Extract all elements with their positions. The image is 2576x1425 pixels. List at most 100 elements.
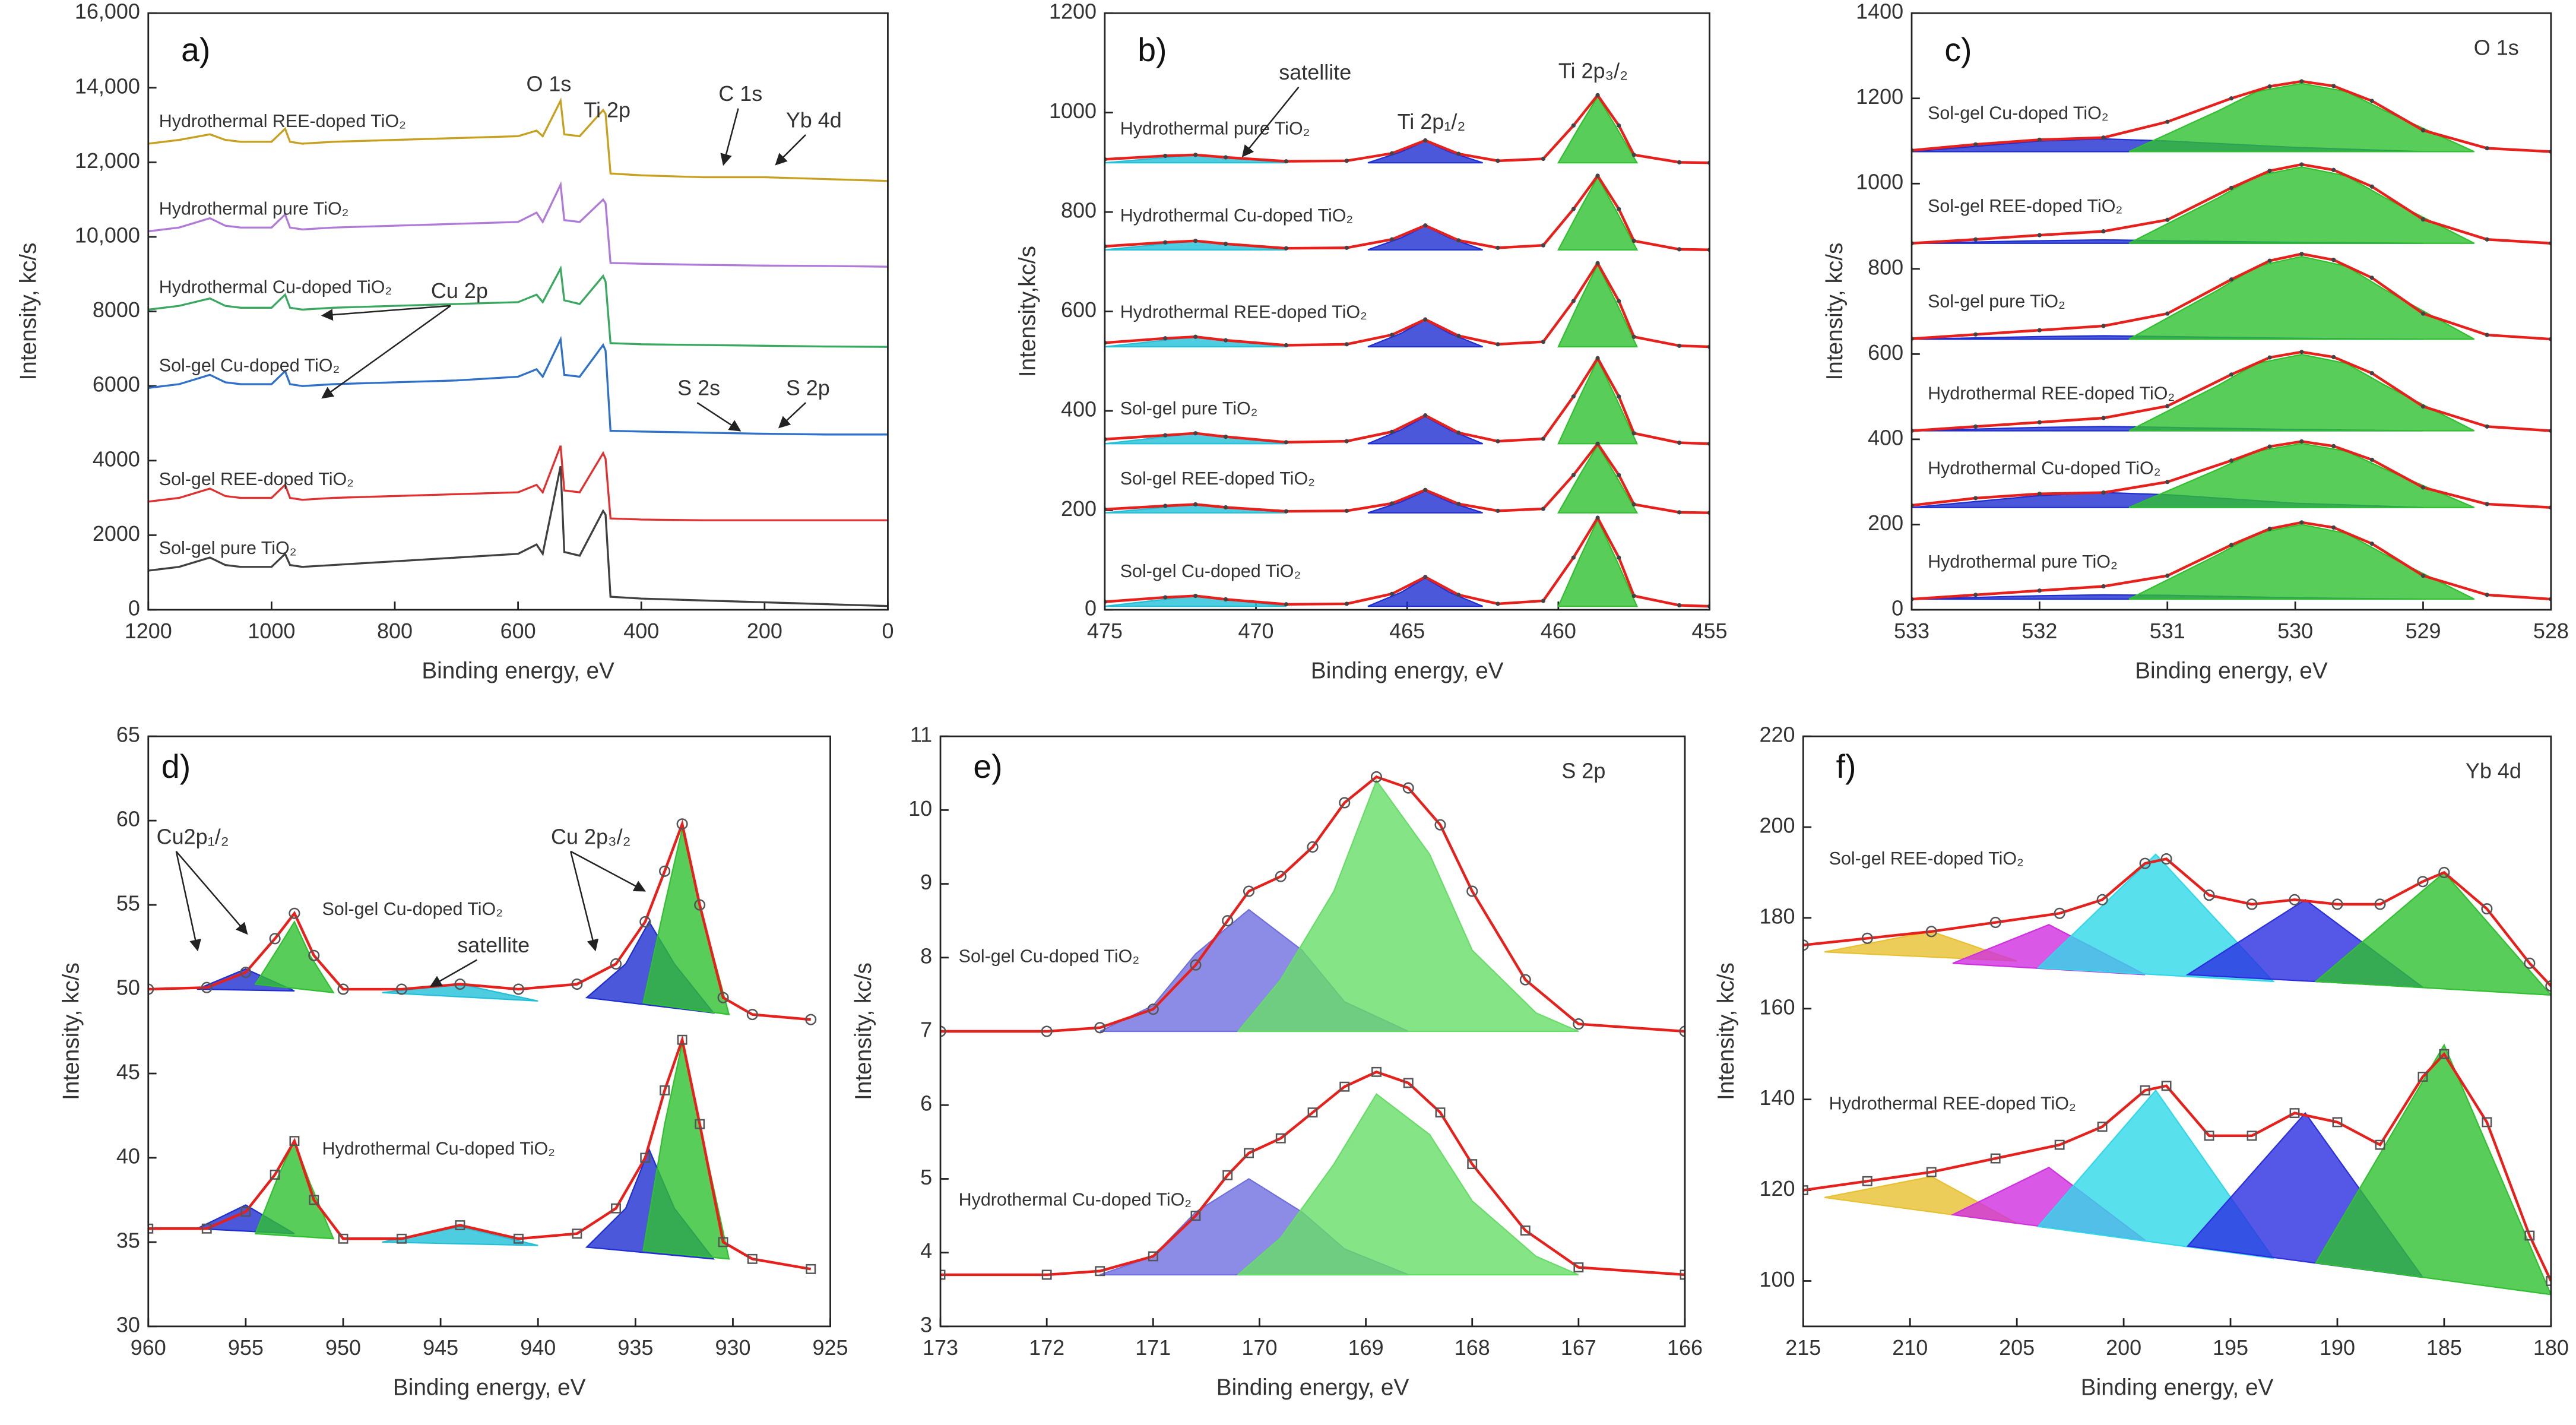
annotation: Cu 2p — [431, 278, 488, 303]
data-point — [1467, 1159, 1478, 1170]
data-point — [2246, 898, 2258, 910]
x-axis-title: Binding energy, eV — [422, 658, 614, 683]
y-tick-label: 1400 — [1856, 0, 1903, 24]
data-point — [677, 1034, 687, 1045]
y-tick-label: 30 — [116, 1312, 140, 1337]
data-point — [1861, 932, 1873, 944]
data-point — [1193, 502, 1198, 507]
data-point — [1495, 601, 1500, 606]
sample-label: Hydrothermal Cu-doped TiO₂ — [159, 277, 392, 297]
y-tick-label: 800 — [1868, 255, 1903, 279]
sample-label: Sol-gel REE-doped TiO₂ — [1829, 848, 2024, 869]
data-point — [2482, 1117, 2492, 1128]
x-tick-label: 168 — [1455, 1335, 1490, 1360]
x-tick-label: 1000 — [248, 619, 295, 643]
x-tick-label: 800 — [377, 619, 413, 643]
data-point — [2369, 542, 2374, 546]
data-point — [718, 1237, 728, 1247]
data-point — [2165, 311, 2170, 316]
sample-label: Hydrothermal REE-doped TiO₂ — [1829, 1094, 2076, 1114]
fit-component — [2315, 1043, 2551, 1296]
data-point — [717, 992, 729, 1003]
data-point — [2054, 907, 2065, 919]
x-tick-label: 215 — [1785, 1335, 1821, 1360]
y-tick-label: 6 — [920, 1091, 932, 1116]
data-point — [2267, 355, 2272, 360]
plot-area — [940, 771, 1685, 1280]
panel-label: a) — [181, 31, 210, 68]
data-point — [2267, 258, 2272, 263]
fit-component — [1557, 95, 1639, 164]
panel: 215 210 205 200 195 190 185 180 100 120 140 160 180 2… — [1713, 723, 2569, 1401]
plot-area — [1803, 853, 2551, 1296]
data-point — [1595, 356, 1600, 360]
data-point — [1163, 240, 1168, 245]
data-point — [1344, 342, 1349, 347]
y-tick-label: 200 — [1759, 813, 1795, 838]
x-axis-title: Binding energy, eV — [1311, 658, 1504, 683]
data-point — [337, 983, 349, 995]
data-point — [1495, 439, 1500, 444]
data-point — [2331, 354, 2336, 359]
panel: 960 955 950 945 940 935 930 925 30 35 40 45 50 55 60 65… — [59, 723, 848, 1401]
y-tick-label: 0 — [128, 596, 140, 620]
x-tick-label: 529 — [2405, 619, 2441, 643]
data-point — [1193, 334, 1198, 339]
data-point — [2485, 237, 2489, 242]
data-point — [747, 1253, 758, 1264]
panel-label: c) — [1944, 31, 1972, 68]
data-point — [695, 1119, 705, 1129]
x-tick-label: 940 — [520, 1335, 556, 1360]
x-tick-label: 169 — [1348, 1335, 1384, 1360]
x-axis-title: Binding energy, eV — [393, 1375, 586, 1400]
y-tick-label: 160 — [1759, 995, 1795, 1019]
sample-label: Hydrothermal pure TiO₂ — [159, 199, 349, 219]
y-tick-label: 9 — [920, 870, 932, 894]
data-point — [2299, 520, 2304, 525]
data-point — [2417, 1072, 2428, 1082]
annotation: O 1s — [2474, 36, 2519, 60]
panel: 475 470 465 460 455 0 200 400 600 800 1000 1200 Bind… — [1015, 0, 1728, 683]
data-point — [1520, 1225, 1531, 1236]
x-tick-label: 180 — [2533, 1335, 2569, 1360]
data-point — [1595, 515, 1600, 520]
data-point — [1541, 243, 1545, 248]
y-axis-title: Intensity, kc/s — [16, 243, 42, 381]
data-point — [1973, 237, 1978, 242]
data-point — [2299, 439, 2304, 444]
data-point — [1989, 917, 2001, 929]
data-point — [455, 1220, 465, 1230]
data-point — [1631, 239, 1636, 243]
data-point — [201, 1223, 212, 1234]
data-point — [2097, 1122, 2108, 1132]
data-point — [1344, 439, 1349, 444]
data-point — [1617, 207, 1621, 211]
data-point — [1284, 440, 1289, 445]
x-tick-label: 185 — [2426, 1335, 2462, 1360]
data-point — [1571, 299, 1576, 303]
y-tick-label: 1000 — [1049, 99, 1097, 123]
panel-label: f) — [1836, 748, 1856, 785]
data-point — [2374, 898, 2386, 910]
data-point — [1541, 506, 1545, 511]
data-point — [2524, 957, 2536, 969]
data-point — [2037, 420, 2042, 425]
data-point — [1307, 841, 1319, 853]
spectrum-line — [940, 1070, 1685, 1277]
x-tick-label: 531 — [2150, 619, 2185, 643]
data-point — [1339, 797, 1351, 809]
x-tick-label: 455 — [1692, 619, 1728, 643]
y-tick-label: 16,000 — [75, 0, 140, 24]
data-point — [2037, 328, 2042, 332]
data-point — [2485, 424, 2489, 429]
data-point — [2165, 404, 2170, 408]
data-point — [2165, 217, 2170, 222]
data-point — [1147, 1003, 1159, 1015]
fit-component — [1236, 1092, 1579, 1276]
y-axis-title: Intensity, kc/s — [1822, 243, 1848, 381]
data-point — [1573, 1018, 1585, 1030]
data-point — [2485, 502, 2489, 506]
data-point — [1803, 939, 1809, 951]
x-tick-label: 930 — [715, 1335, 750, 1360]
data-point — [2420, 485, 2426, 490]
